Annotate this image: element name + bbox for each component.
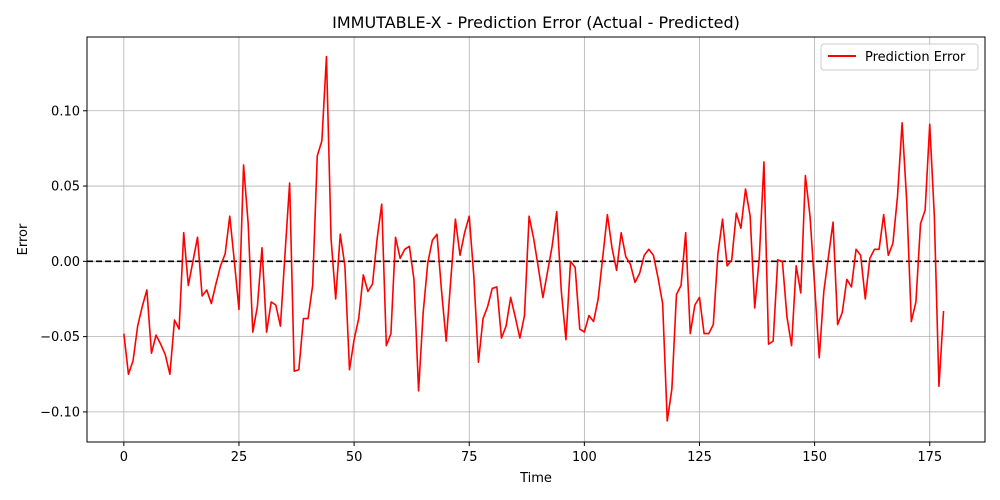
y-axis-ticks: −0.10 −0.05 0.00 0.05 0.10 <box>40 104 87 420</box>
x-tick-label: 25 <box>231 450 248 465</box>
y-tick-label: −0.05 <box>40 330 80 345</box>
y-tick-label: 0.10 <box>51 104 80 119</box>
plot-frame <box>86 36 986 443</box>
y-tick-label: 0.05 <box>51 180 80 195</box>
x-tick-label: 150 <box>802 450 827 465</box>
legend: Prediction Error <box>820 43 979 71</box>
series-line-prediction-error <box>123 55 945 422</box>
y-tick-label: 0.00 <box>51 255 80 270</box>
y-tick-label: −0.10 <box>40 405 80 420</box>
x-tick-label: 0 <box>120 450 128 465</box>
x-tick-label: 75 <box>461 450 478 465</box>
x-tick-label: 175 <box>917 450 942 465</box>
x-tick-label: 50 <box>346 450 363 465</box>
legend-label-prediction-error: Prediction Error <box>865 50 966 65</box>
chart-title: IMMUTABLE-X - Prediction Error (Actual -… <box>332 13 740 32</box>
x-axis-title: Time <box>519 471 552 486</box>
legend-box <box>820 43 979 71</box>
x-tick-label: 125 <box>687 450 712 465</box>
x-axis-ticks: 0 25 50 75 100 125 150 175 <box>120 442 942 465</box>
x-tick-label: 100 <box>572 450 597 465</box>
y-axis-title: Error <box>16 223 31 255</box>
grid <box>87 37 985 442</box>
